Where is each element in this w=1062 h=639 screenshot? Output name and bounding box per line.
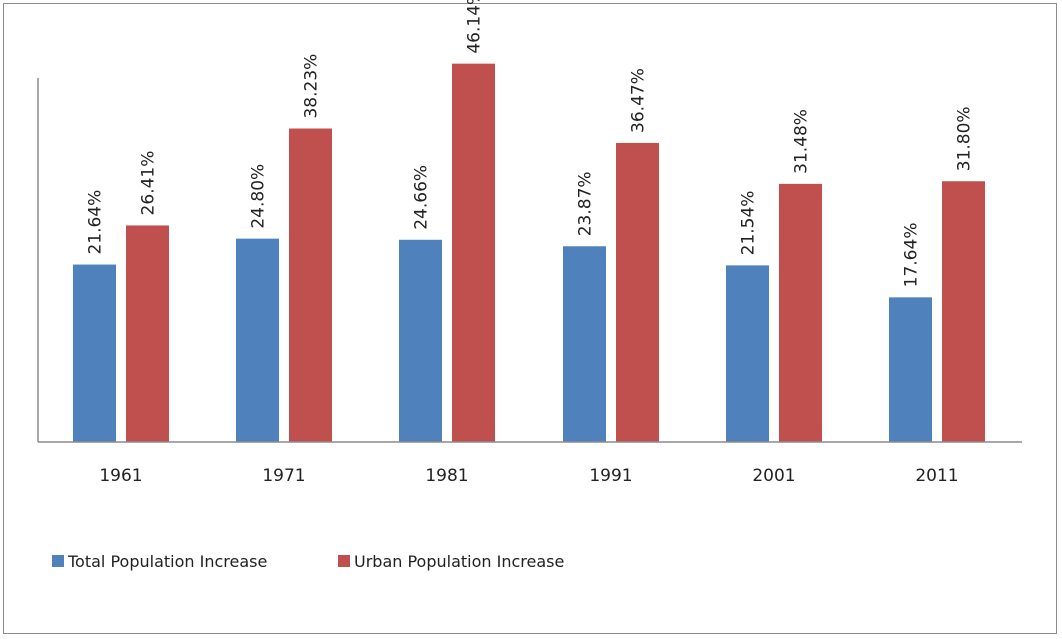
data-label-total-1991: 23.87% <box>576 171 596 236</box>
x-tick-label-1971: 1971 <box>262 466 305 486</box>
data-label-urban-2011: 31.80% <box>955 106 975 171</box>
x-tick-label-1961: 1961 <box>99 466 142 486</box>
bar-urban-2001 <box>779 183 822 442</box>
x-tick-labels-group: 1961 1971 1981 1991 2001 2011 <box>99 466 958 486</box>
data-label-urban-1981: 46.14% <box>465 0 485 54</box>
legend-label-urban: Urban Population Increase <box>354 552 564 571</box>
x-tick-label-2001: 2001 <box>752 466 795 486</box>
bar-urban-2011 <box>942 181 985 443</box>
bar-total-2011 <box>889 297 932 442</box>
bar-urban-1961 <box>126 225 169 442</box>
legend-label-total: Total Population Increase <box>67 552 267 571</box>
legend: Total Population Increase Urban Populatio… <box>52 552 564 571</box>
bar-total-1991 <box>563 246 606 442</box>
data-labels-group: 21.64% 26.41% 24.80% 38.23% 24.66% 46.14% 23.8… <box>86 0 975 287</box>
bar-total-1961 <box>73 264 116 442</box>
data-label-total-2001: 21.54% <box>739 191 759 256</box>
chart-frame <box>3 3 1057 634</box>
data-label-total-1971: 24.80% <box>249 164 269 229</box>
legend-swatch-total <box>52 555 64 567</box>
bars-group <box>73 63 985 443</box>
data-label-urban-2001: 31.48% <box>792 109 812 174</box>
data-label-urban-1961: 26.41% <box>139 151 159 216</box>
x-tick-label-2011: 2011 <box>915 466 958 486</box>
x-tick-label-1991: 1991 <box>589 466 632 486</box>
data-label-urban-1991: 36.47% <box>629 68 649 133</box>
bar-total-1981 <box>399 239 442 442</box>
x-tick-label-1981: 1981 <box>425 466 468 486</box>
bar-urban-1981 <box>452 63 495 442</box>
data-label-total-1961: 21.64% <box>86 190 106 255</box>
bar-urban-1991 <box>616 142 659 443</box>
data-label-urban-1971: 38.23% <box>302 54 322 119</box>
legend-swatch-urban <box>338 555 350 567</box>
bar-urban-1971 <box>289 128 332 442</box>
data-label-total-1981: 24.66% <box>412 165 432 230</box>
bar-total-1971 <box>236 238 279 442</box>
data-label-total-2011: 17.64% <box>902 223 922 288</box>
bar-total-2001 <box>726 265 769 442</box>
